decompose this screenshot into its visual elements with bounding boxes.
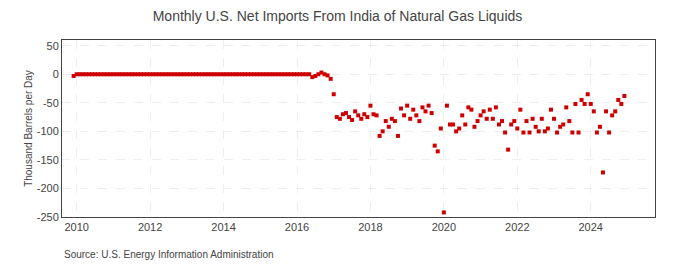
svg-text:0: 0 xyxy=(53,68,59,80)
svg-text:2010: 2010 xyxy=(64,221,88,233)
svg-text:50: 50 xyxy=(47,40,59,52)
svg-text:-200: -200 xyxy=(37,182,59,194)
svg-text:2018: 2018 xyxy=(358,221,382,233)
svg-text:-100: -100 xyxy=(37,125,59,137)
svg-text:-150: -150 xyxy=(37,154,59,166)
svg-text:Thousand Barrels per Day: Thousand Barrels per Day xyxy=(23,70,34,187)
svg-text:2016: 2016 xyxy=(285,221,309,233)
svg-text:2022: 2022 xyxy=(505,221,529,233)
svg-text:2024: 2024 xyxy=(578,221,602,233)
svg-text:2020: 2020 xyxy=(432,221,456,233)
svg-text:2012: 2012 xyxy=(138,221,162,233)
svg-text:-50: -50 xyxy=(43,97,59,109)
svg-text:-250: -250 xyxy=(37,211,59,223)
svg-text:2014: 2014 xyxy=(211,221,235,233)
svg-text:Source: U.S. Energy Informatio: Source: U.S. Energy Information Administ… xyxy=(64,249,274,260)
svg-text:Monthly U.S. Net Imports From: Monthly U.S. Net Imports From India of N… xyxy=(153,8,523,24)
